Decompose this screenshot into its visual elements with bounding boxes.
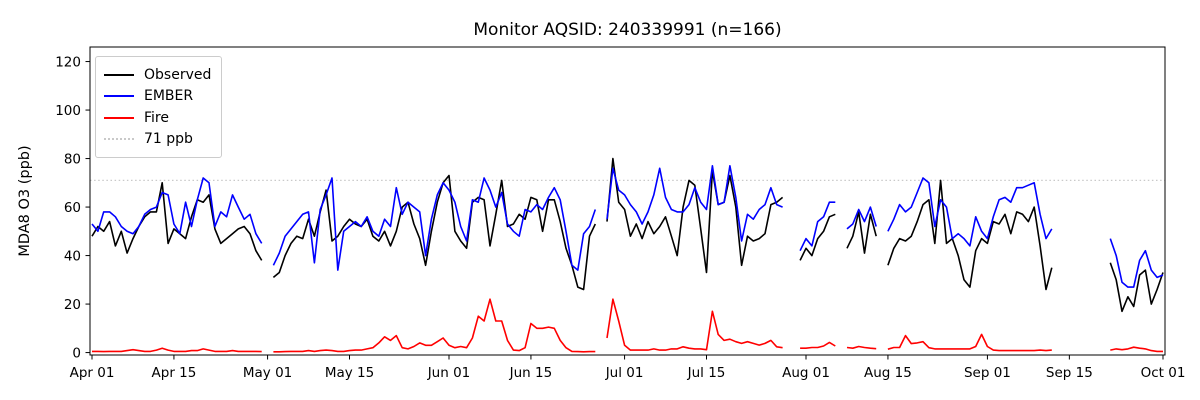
chart-title: Monitor AQSID: 240339991 (n=166) [473,20,782,40]
legend-item-observed: Observed [104,64,211,86]
threshold-line-swatch [104,138,134,141]
x-tick-label: Apr 01 [70,365,115,381]
x-tick-label: Aug 15 [864,365,912,381]
y-tick-label: 80 [64,151,81,167]
y-tick-label: 20 [64,297,81,313]
plot-border [89,46,1166,356]
ember-line-swatch [104,95,134,98]
legend: Observed EMBER Fire 71 ppb [95,56,223,158]
x-tick-label: Sep 01 [964,365,1011,381]
series-line-fire [92,298,1163,353]
series-line-observed [91,157,1164,313]
x-tick-label: Sep 15 [1046,365,1093,381]
legend-label-threshold: 71 ppb [144,131,193,148]
x-tick-label: Apr 15 [152,365,197,381]
y-tick-label: 100 [55,103,81,119]
legend-item-fire: Fire [104,107,211,129]
x-tick-label: Jul 15 [687,365,726,381]
x-tick-label: Jun 01 [427,365,471,381]
y-tick-label: 40 [64,248,81,264]
legend-item-ember: EMBER [104,86,211,108]
y-tick-label: 0 [72,345,81,361]
legend-label-fire: Fire [144,109,169,126]
y-tick-label: 120 [55,54,81,70]
y-axis-label: MDA8 O3 (ppb) [17,145,33,257]
observed-line-swatch [104,73,134,76]
x-tick-label: Jul 01 [605,365,644,381]
x-tick-label: May 01 [243,365,292,381]
legend-label-ember: EMBER [144,88,194,105]
fire-line-swatch [104,116,134,119]
y-tick-label: 60 [64,200,81,216]
series-line-ember [91,165,1164,288]
x-tick-label: Oct 01 [1141,365,1186,381]
legend-label-observed: Observed [144,66,212,83]
x-tick-label: May 15 [325,365,374,381]
legend-item-threshold: 71 ppb [104,129,211,151]
x-tick-label: Jun 15 [509,365,553,381]
x-tick-label: Aug 01 [782,365,830,381]
